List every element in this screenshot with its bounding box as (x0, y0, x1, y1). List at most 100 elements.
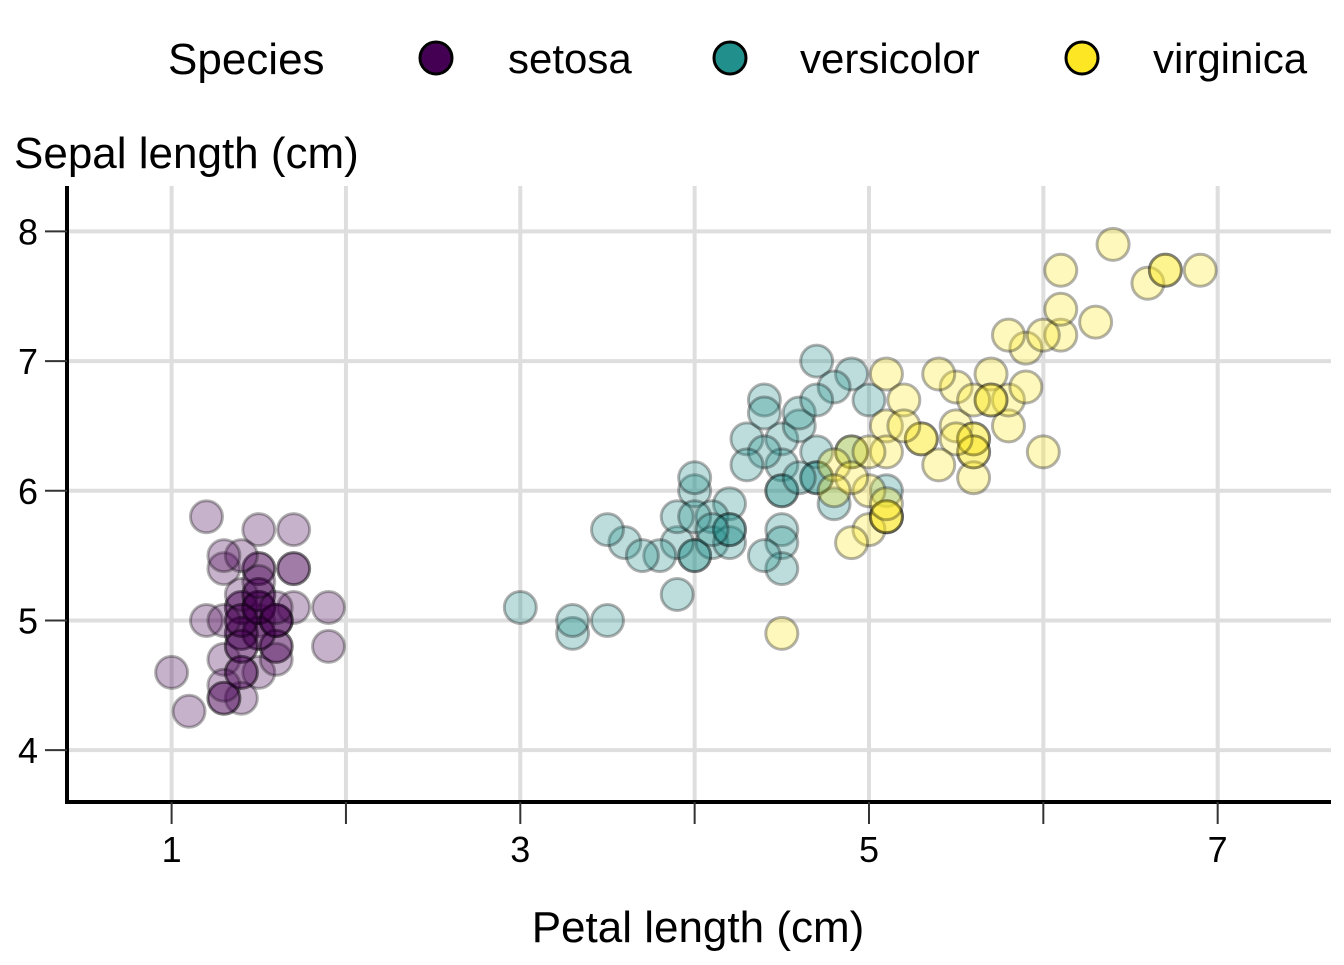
data-point-virginica (903, 421, 939, 457)
data-point-versicolor (694, 499, 730, 535)
data-point-setosa (154, 654, 190, 690)
data-point-versicolor (799, 434, 835, 470)
data-point-virginica (1130, 265, 1166, 301)
grid-lines (67, 186, 1331, 802)
data-point-versicolor (712, 512, 748, 548)
data-point-virginica (990, 382, 1026, 418)
data-point-setosa (258, 602, 294, 638)
data-point-setosa (206, 538, 242, 574)
data-point-virginica (1008, 369, 1044, 405)
data-point-virginica (956, 382, 992, 418)
data-point-setosa (241, 551, 277, 587)
data-point-setosa (241, 512, 277, 548)
data-point-virginica (834, 525, 870, 561)
data-point-setosa (241, 564, 277, 600)
data-point-versicolor (677, 538, 713, 574)
x-tick-label: 1 (162, 829, 182, 870)
data-point-versicolor (642, 538, 678, 574)
data-point-setosa (206, 602, 242, 638)
data-point-virginica (903, 421, 939, 457)
data-point-virginica (851, 512, 887, 548)
legend-key-versicolor (712, 40, 748, 76)
data-point-versicolor (764, 525, 800, 561)
y-tick-label: 7 (18, 341, 38, 382)
data-point-virginica (868, 499, 904, 535)
x-tick-label: 3 (510, 829, 530, 870)
y-tick-label: 8 (18, 211, 38, 252)
data-point-versicolor (816, 486, 852, 522)
data-point-setosa (276, 589, 312, 625)
data-point-virginica (938, 369, 974, 405)
data-point-virginica (868, 356, 904, 392)
data-point-setosa (188, 602, 224, 638)
y-tick-label: 4 (18, 730, 38, 771)
data-point-setosa (223, 654, 259, 690)
data-point-virginica (1078, 304, 1114, 340)
data-point-virginica (816, 447, 852, 483)
data-point-versicolor (781, 395, 817, 431)
data-point-virginica (921, 356, 957, 392)
data-point-versicolor (729, 421, 765, 457)
data-point-setosa (223, 589, 259, 625)
data-point-versicolor (555, 615, 591, 651)
data-point-setosa (241, 615, 277, 651)
data-point-setosa (276, 551, 312, 587)
data-point-virginica (1025, 317, 1061, 353)
data-point-setosa (223, 654, 259, 690)
data-point-setosa (258, 602, 294, 638)
data-point-virginica (868, 408, 904, 444)
data-point-virginica (956, 434, 992, 470)
data-point-virginica (1043, 291, 1079, 327)
data-point-versicolor (712, 525, 748, 561)
data-point-virginica (868, 499, 904, 535)
data-point-virginica (886, 408, 922, 444)
legend-label-versicolor: versicolor (800, 35, 980, 82)
data-point-versicolor (868, 473, 904, 509)
legend-key-setosa (418, 40, 454, 76)
data-point-virginica (1095, 226, 1131, 262)
data-point-setosa (258, 589, 294, 625)
data-point-versicolor (677, 473, 713, 509)
data-point-versicolor (764, 421, 800, 457)
data-point-versicolor (799, 460, 835, 496)
data-point-setosa (223, 615, 259, 651)
data-point-versicolor (816, 369, 852, 405)
data-point-virginica (1043, 317, 1079, 353)
data-point-versicolor (799, 382, 835, 418)
data-point-versicolor (799, 460, 835, 496)
data-point-virginica (973, 382, 1009, 418)
data-point-virginica (956, 460, 992, 496)
data-point-setosa (241, 577, 277, 613)
x-tick-label: 5 (859, 829, 879, 870)
data-point-setosa (258, 628, 294, 664)
data-point-virginica (938, 408, 974, 444)
data-point-versicolor (589, 512, 625, 548)
data-point-setosa (171, 693, 207, 729)
data-point-virginica (973, 382, 1009, 418)
data-point-setosa (188, 499, 224, 535)
data-point-setosa (206, 641, 242, 677)
data-point-virginica (851, 434, 887, 470)
data-point-setosa (223, 628, 259, 664)
axes: 1 3 5 7 4 5 6 7 8 (18, 186, 1331, 870)
x-axis-title: Petal length (cm) (532, 903, 865, 952)
data-point-virginica (1147, 252, 1183, 288)
data-point-versicolor (851, 382, 887, 418)
data-point-setosa (311, 589, 347, 625)
data-point-virginica (1147, 252, 1183, 288)
data-point-versicolor (746, 434, 782, 470)
legend-key-virginica (1064, 40, 1100, 76)
data-point-versicolor (677, 460, 713, 496)
data-point-virginica (956, 421, 992, 457)
data-point-versicolor (694, 525, 730, 561)
data-point-setosa (311, 628, 347, 664)
data-point-versicolor (677, 538, 713, 574)
data-point-versicolor (677, 499, 713, 535)
data-point-setosa (241, 589, 277, 625)
data-point-versicolor (764, 473, 800, 509)
data-point-setosa (206, 680, 242, 716)
data-point-setosa (223, 602, 259, 638)
legend-title: Species (168, 35, 325, 84)
data-point-setosa (223, 628, 259, 664)
